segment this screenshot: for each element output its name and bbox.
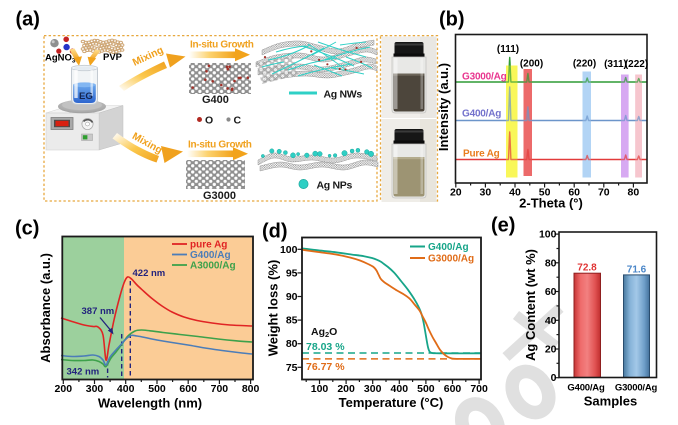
svg-text:(311): (311)	[604, 59, 627, 70]
svg-text:80: 80	[628, 187, 640, 199]
svg-text:Weight loss (%): Weight loss (%)	[266, 260, 281, 357]
svg-text:Wavelength (nm): Wavelength (nm)	[98, 396, 202, 411]
svg-text:40: 40	[509, 187, 521, 199]
svg-text:(d): (d)	[262, 221, 288, 243]
svg-text:422 nm: 422 nm	[133, 268, 166, 279]
svg-text:70: 70	[598, 187, 610, 199]
svg-text:pure Ag: pure Ag	[190, 240, 227, 251]
svg-text:Absorbance (a.u.): Absorbance (a.u.)	[38, 253, 53, 363]
svg-text:71.6: 71.6	[627, 265, 647, 276]
svg-text:75: 75	[286, 362, 298, 374]
svg-text:100: 100	[311, 383, 329, 395]
svg-text:G400/Ag: G400/Ag	[462, 109, 501, 120]
svg-text:(222): (222)	[625, 59, 648, 70]
svg-text:78.03 %: 78.03 %	[306, 341, 345, 353]
svg-text:(200): (200)	[520, 59, 543, 70]
svg-text:600: 600	[444, 383, 462, 395]
svg-text:(111): (111)	[497, 44, 519, 55]
svg-text:0: 0	[551, 372, 557, 384]
svg-text:200: 200	[337, 383, 355, 395]
svg-text:300: 300	[86, 383, 104, 395]
svg-text:40: 40	[545, 315, 557, 327]
svg-text:100: 100	[539, 229, 557, 241]
svg-text:60: 60	[545, 286, 557, 298]
svg-text:Pure Ag: Pure Ag	[463, 149, 500, 160]
svg-text:Ag NPs: Ag NPs	[317, 180, 353, 192]
svg-text:G400/Ag: G400/Ag	[190, 250, 231, 261]
svg-text:20: 20	[545, 344, 557, 356]
svg-text:Samples: Samples	[584, 394, 637, 409]
svg-text:700: 700	[211, 383, 229, 395]
svg-text:C: C	[234, 115, 242, 127]
svg-text:EG: EG	[79, 91, 93, 102]
svg-text:(e): (e)	[491, 215, 515, 237]
svg-text:G400/Ag: G400/Ag	[567, 383, 605, 394]
svg-text:50: 50	[539, 187, 551, 199]
svg-text:90: 90	[286, 291, 298, 303]
svg-text:(b): (b)	[439, 9, 465, 31]
svg-text:400: 400	[117, 383, 135, 395]
svg-text:G400/Ag: G400/Ag	[428, 242, 469, 253]
svg-text:200: 200	[55, 383, 73, 395]
svg-text:AgNO3: AgNO3	[45, 53, 76, 65]
svg-text:Temperature (°C): Temperature (°C)	[339, 395, 444, 410]
svg-text:700: 700	[470, 383, 488, 395]
svg-text:60: 60	[568, 187, 580, 199]
svg-text:20: 20	[450, 187, 462, 199]
svg-text:(c): (c)	[15, 218, 39, 240]
svg-text:800: 800	[242, 383, 260, 395]
svg-text:Ag2O: Ag2O	[311, 326, 337, 339]
svg-text:G3000/Ag: G3000/Ag	[615, 383, 658, 394]
svg-text:O: O	[205, 115, 213, 127]
svg-text:Intensity (a.u.): Intensity (a.u.)	[436, 63, 451, 151]
svg-text:Ag NWs: Ag NWs	[324, 89, 363, 101]
svg-text:PVP: PVP	[103, 52, 123, 63]
svg-text:300: 300	[364, 383, 382, 395]
svg-text:G400: G400	[202, 94, 229, 106]
svg-text:G3000/Ag: G3000/Ag	[462, 72, 507, 83]
svg-text:(a): (a)	[16, 9, 40, 31]
svg-text:500: 500	[417, 383, 435, 395]
svg-text:(220): (220)	[573, 59, 596, 70]
svg-text:30: 30	[480, 187, 492, 199]
svg-text:387 nm: 387 nm	[82, 306, 115, 317]
svg-text:Ag Content (wt %): Ag Content (wt %)	[523, 249, 538, 361]
svg-text:76.77 %: 76.77 %	[306, 361, 345, 373]
svg-text:2-Theta (°): 2-Theta (°)	[519, 196, 583, 211]
svg-text:In-situ Growth: In-situ Growth	[188, 140, 252, 151]
svg-text:G3000/Ag: G3000/Ag	[428, 254, 474, 265]
svg-text:500: 500	[148, 383, 166, 395]
svg-text:80: 80	[286, 338, 298, 350]
svg-text:In-situ Growth: In-situ Growth	[190, 40, 254, 51]
svg-text:A3000/Ag: A3000/Ag	[190, 261, 236, 272]
svg-text:85: 85	[286, 315, 298, 327]
svg-text:342 nm: 342 nm	[67, 367, 100, 378]
svg-text:80: 80	[545, 257, 557, 269]
svg-text:72.8: 72.8	[577, 263, 597, 274]
svg-text:G3000: G3000	[203, 190, 236, 202]
svg-text:100: 100	[280, 244, 298, 256]
svg-text:400: 400	[391, 383, 409, 395]
svg-text:600: 600	[179, 383, 197, 395]
svg-text:95: 95	[286, 267, 298, 279]
